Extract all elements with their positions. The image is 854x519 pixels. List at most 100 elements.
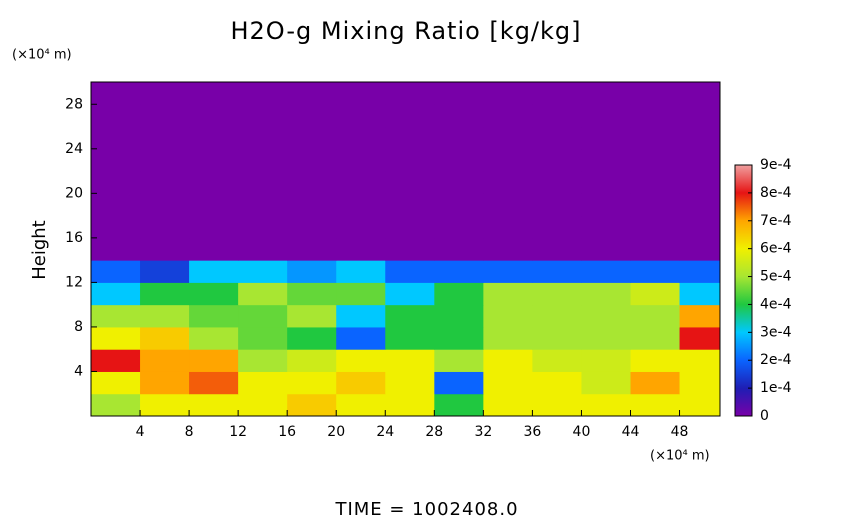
cell [385,237,435,261]
cell [630,304,681,328]
cell [287,126,337,150]
cell [140,148,190,172]
cell [189,193,239,217]
cell [630,104,681,128]
cell [581,104,631,128]
cell [336,260,386,283]
cell [385,171,435,194]
cell [140,371,190,395]
cell [532,393,582,417]
cell [434,326,484,350]
cell [91,237,141,261]
cell [532,193,582,217]
x-tick-label: 40 [573,424,591,440]
cell [679,260,721,283]
field [91,82,721,417]
cell [385,326,435,350]
cell [679,148,721,172]
cell [91,148,141,172]
cell [189,82,239,105]
cell [140,126,190,150]
cell [532,215,582,239]
cell [140,104,190,128]
cell [581,326,631,350]
cell [140,171,190,194]
cell [336,393,386,417]
cell [91,171,141,194]
cell [336,326,386,350]
cell [581,393,631,417]
cell [189,304,239,328]
x-tick-label: 4 [136,424,145,440]
cell [91,349,141,372]
x-tick-label: 48 [671,424,689,440]
cell [532,237,582,261]
cell [679,326,721,350]
cell [483,393,533,417]
footer: TIME = 1002408.0 [334,499,518,519]
cell [581,349,631,372]
cell [140,282,190,306]
cell [336,215,386,239]
cell [581,371,631,395]
cell [434,148,484,172]
y-axis-label: Height [29,220,50,280]
cell [91,326,141,350]
cell [630,260,681,283]
cell [287,104,337,128]
cell [581,215,631,239]
cell [91,282,141,306]
cell [91,82,141,105]
colorbar-label: 4e-4 [760,296,792,312]
cell [336,371,386,395]
cell [581,260,631,283]
cell [287,148,337,172]
cell [679,104,721,128]
cell [434,171,484,194]
x-tick-label: 8 [185,424,194,440]
cell [287,171,337,194]
cell [91,260,141,283]
cell [238,371,288,395]
cell [287,326,337,350]
cell [189,326,239,350]
colorbar-label: 7e-4 [760,213,792,229]
cell [679,215,721,239]
cell [385,304,435,328]
cell [238,326,288,350]
cell [581,171,631,194]
cell [532,171,582,194]
cell [189,104,239,128]
cell [679,349,721,372]
cell [336,171,386,194]
cell [483,82,533,105]
cell [287,237,337,261]
cell [238,104,288,128]
cell [630,237,681,261]
x-tick-label: 28 [425,424,443,440]
cell [434,282,484,306]
colorbar-label: 0 [760,408,769,424]
cell [581,282,631,306]
cell [581,193,631,217]
cell [483,304,533,328]
cell [336,104,386,128]
cell [483,215,533,239]
cell [532,304,582,328]
cell [189,260,239,283]
cell [434,260,484,283]
x-unit: (×10⁴ m) [650,449,710,464]
cell [238,215,288,239]
cell [483,104,533,128]
cell [630,148,681,172]
y-tick-label: 24 [65,141,83,157]
cell [238,304,288,328]
x-tick-label: 36 [523,424,541,440]
cell [679,171,721,194]
cell [532,260,582,283]
cell [630,349,681,372]
cell [189,215,239,239]
cell [189,237,239,261]
cell [385,349,435,372]
